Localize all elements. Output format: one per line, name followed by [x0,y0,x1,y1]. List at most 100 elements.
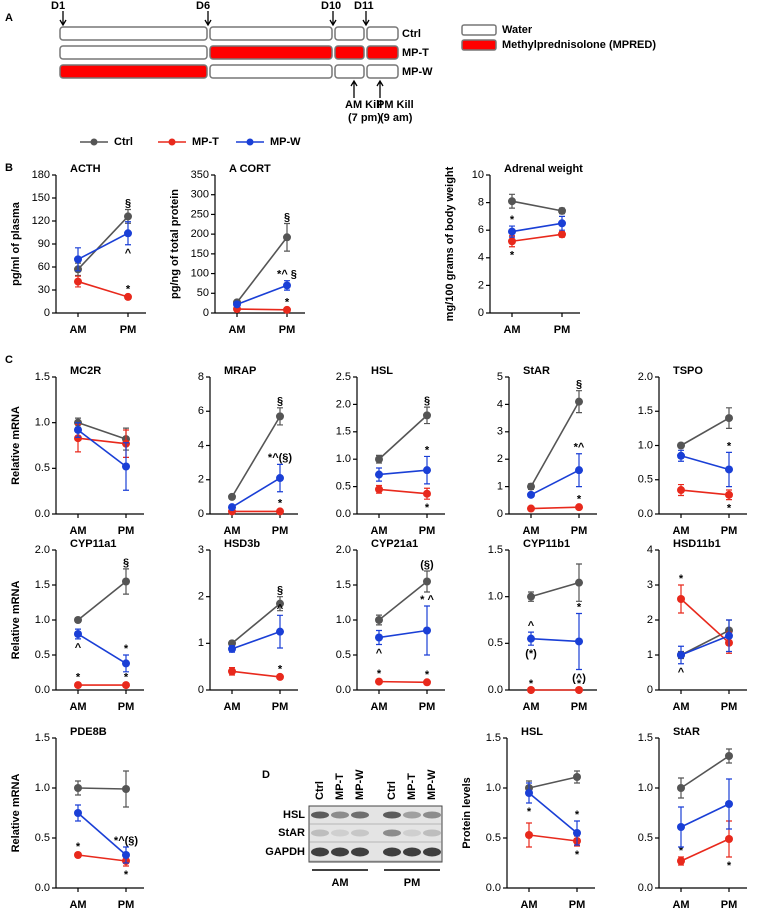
series-line [378,580,428,621]
y-tick-label: 0.5 [35,649,50,661]
significance-mark: § [424,395,430,407]
blot-band [331,847,349,857]
data-point [725,835,733,843]
y-tick-label: 1.5 [35,732,50,744]
significance-mark: (^) [572,672,586,684]
chart-title: A CORT [229,163,271,175]
y-axis-label: Protein levels [461,777,473,849]
significance-mark: * [285,297,290,309]
data-point [423,489,431,498]
blot-frame [308,805,443,863]
y-tick-label: 1.5 [488,544,503,556]
data-point [575,637,583,646]
data-point [558,219,566,228]
y-tick-label: 1.5 [336,426,351,438]
y-tick-label: 0.5 [336,649,351,661]
chart-title: MC2R [70,365,101,377]
significance-mark: * [679,573,684,585]
significance-mark: * [727,860,732,872]
y-tick-label: 50 [197,287,209,299]
day-arrow [362,11,370,27]
y-tick-label: 2 [198,474,204,486]
x-tick-label: AM [522,525,539,537]
data-point [375,455,383,464]
chart-title: ACTH [70,163,101,175]
timeline-segment [59,64,208,79]
y-tick-label: 3 [198,544,204,556]
data-point [677,595,685,603]
blot-band [423,847,441,857]
x-tick-label: AM [223,525,240,537]
kill-label: PM Kill [377,99,414,111]
data-point [276,474,284,483]
timeline-segment [366,64,399,79]
blot-band [311,829,329,837]
timeline-legend-swatch [461,24,497,36]
y-tick-label: 1.0 [486,782,501,794]
x-tick-label: AM [522,701,539,713]
chart-title: CYP21a1 [371,538,418,550]
y-axis-label: Relative mRNA [10,581,22,660]
blot-lane-label: MP-W [426,769,438,800]
data-point [527,686,535,694]
data-point [508,237,516,246]
data-point [375,470,383,479]
significance-mark: * [425,444,430,456]
x-tick-label: PM [272,525,289,537]
series-line [528,792,578,834]
y-tick-label: 0 [478,307,484,319]
data-point [283,233,291,242]
blot-band [403,829,421,837]
y-tick-label: 2.0 [35,544,50,556]
series-line [77,421,127,440]
blot-lane-label: MP-W [354,769,366,800]
y-tick-label: 1.0 [35,782,50,794]
series-line [236,236,288,303]
timeline-segment [209,64,333,79]
significance-mark: ^ [376,647,383,659]
data-point [527,504,535,513]
data-point [74,255,82,264]
y-tick-label: 6 [198,405,204,417]
data-point [527,482,535,491]
data-point [677,451,685,460]
y-tick-label: 180 [32,169,50,181]
data-point [228,644,236,653]
series-line [530,506,580,510]
x-tick-label: AM [672,525,689,537]
chart-title: StAR [523,365,550,377]
blot-band [403,847,421,857]
y-tick-label: 1 [647,649,653,661]
blot-lane-label: Ctrl [386,781,398,800]
significance-mark: § [277,396,283,408]
series-line [77,787,127,790]
x-tick-label: AM [69,324,86,336]
series-line [378,469,428,476]
timeline-segment [334,45,365,60]
x-tick-label: AM [520,899,537,911]
significance-mark: *^ [574,442,585,454]
significance-mark: * [679,845,684,857]
data-point [527,490,535,499]
blot-band [403,811,421,819]
panel-label: A [5,12,13,24]
chart-title: TSPO [673,365,703,377]
y-tick-label: 0.0 [638,882,653,894]
timeline-legend-label: Methylprednisolone (MPRED) [502,39,656,51]
y-tick-label: 0.5 [35,832,50,844]
timeline-segment [59,26,208,41]
significance-mark: § [123,557,129,569]
series-line [511,200,563,212]
y-tick-label: 1.0 [35,614,50,626]
y-tick-label: 0.5 [336,481,351,493]
y-tick-label: 4 [497,398,503,410]
significance-mark: * [727,503,732,515]
significance-mark: ^ [528,620,535,632]
data-point [74,681,82,690]
chart-title: MRAP [224,365,256,377]
y-tick-label: 300 [191,189,209,201]
blot-band [423,829,441,837]
series-line [680,755,730,789]
significance-mark: * [76,672,81,684]
